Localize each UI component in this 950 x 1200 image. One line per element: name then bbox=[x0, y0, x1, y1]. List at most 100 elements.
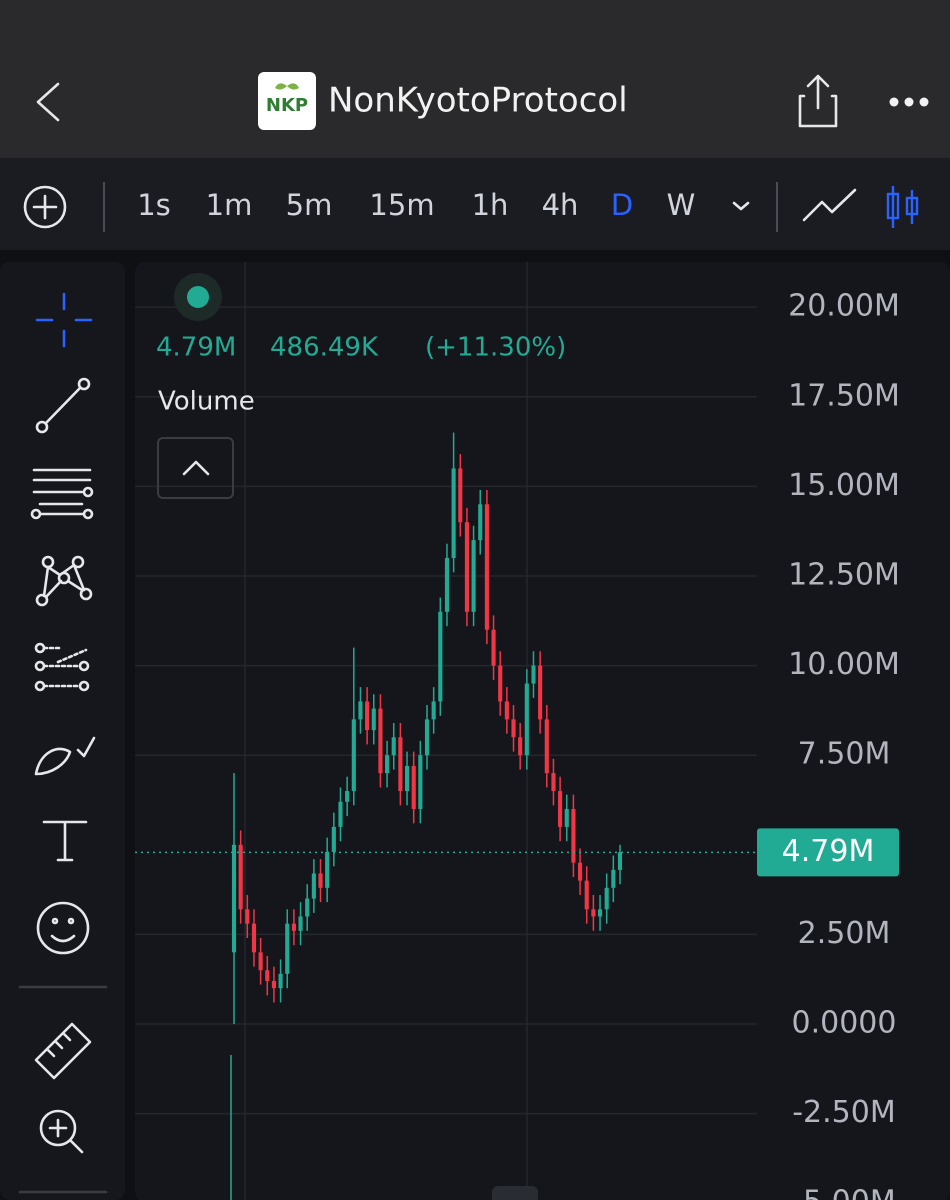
candle-body bbox=[251, 923, 257, 953]
candle-body bbox=[617, 852, 623, 870]
candle-body bbox=[444, 558, 450, 612]
timeframe[interactable]: D bbox=[611, 188, 633, 222]
toolbar bbox=[0, 158, 950, 250]
timeframe[interactable]: 15m bbox=[369, 188, 434, 222]
candle-body bbox=[518, 737, 523, 756]
candle-body bbox=[404, 765, 410, 792]
candle-body bbox=[298, 916, 303, 931]
timeframe[interactable]: 1h bbox=[472, 188, 509, 222]
candle-body bbox=[591, 909, 596, 917]
candle-body bbox=[331, 826, 336, 852]
candle-body bbox=[604, 887, 609, 910]
candle-body bbox=[464, 522, 469, 612]
tool-icons bbox=[18, 292, 108, 1194]
candle-body bbox=[358, 701, 363, 720]
candle-body bbox=[438, 611, 443, 702]
candle-body bbox=[305, 898, 310, 917]
drawing-tools bbox=[0, 262, 125, 1200]
status-dot bbox=[187, 286, 209, 308]
timeframe[interactable]: 1s bbox=[137, 188, 171, 222]
candle-body bbox=[245, 909, 250, 924]
candle-body bbox=[511, 719, 516, 738]
y-tick-label: 12.50M bbox=[788, 557, 900, 592]
y-tick-label: -5.00M bbox=[792, 1185, 896, 1200]
candle-body bbox=[484, 504, 489, 630]
collapse-icon bbox=[182, 460, 210, 476]
more-timeframes[interactable] bbox=[732, 201, 750, 211]
y-tick-label: 20.00M bbox=[788, 289, 900, 324]
crosshair-tool[interactable] bbox=[35, 292, 93, 348]
trendline-tool[interactable] bbox=[35, 377, 91, 434]
candle-body bbox=[231, 844, 237, 953]
candle-body bbox=[418, 755, 423, 809]
more-button[interactable] bbox=[889, 97, 929, 107]
projection-tool[interactable] bbox=[34, 642, 90, 692]
candle-body bbox=[498, 665, 503, 702]
candle-body bbox=[471, 540, 476, 612]
timeframe[interactable]: W bbox=[667, 188, 696, 222]
candle-body bbox=[318, 873, 323, 888]
fib-tool[interactable] bbox=[30, 468, 94, 520]
collapse-button[interactable] bbox=[157, 437, 234, 499]
emoji-tool[interactable] bbox=[36, 901, 90, 955]
candle-body bbox=[271, 981, 276, 989]
ruler-tool[interactable] bbox=[34, 1022, 92, 1080]
price-label-box bbox=[757, 828, 899, 877]
candle-chart-button[interactable] bbox=[886, 186, 919, 228]
timeframe[interactable]: 1m bbox=[206, 188, 253, 222]
timeframes: 1s 1m 5m 15m 1h 4h D W bbox=[137, 188, 695, 222]
legend-change: 486.49K bbox=[270, 333, 379, 363]
candle-body bbox=[431, 701, 436, 720]
candle-body bbox=[371, 708, 376, 731]
back-button[interactable] bbox=[36, 82, 60, 122]
candle-body bbox=[451, 468, 456, 559]
y-tick-label: 0.0000 bbox=[792, 1006, 897, 1041]
candle-body bbox=[544, 719, 549, 774]
y-axis: 20.00M 17.50M 15.00M 12.50M 10.00M 7.50M 2.50M… bbox=[757, 289, 900, 1200]
candle-body bbox=[311, 873, 316, 899]
candle-body bbox=[385, 755, 390, 774]
text-tool[interactable] bbox=[42, 820, 88, 862]
y-tick-label: -2.50M bbox=[792, 1095, 896, 1130]
candle-body bbox=[258, 952, 263, 971]
candle-body bbox=[584, 880, 589, 910]
add-button[interactable] bbox=[23, 185, 67, 229]
pattern-tool[interactable] bbox=[35, 555, 93, 607]
candle-body bbox=[291, 923, 296, 931]
timeframe[interactable]: 5m bbox=[286, 188, 333, 222]
price-label: 4.79M bbox=[782, 834, 875, 869]
logo-text: NKP bbox=[266, 95, 308, 116]
candle-body bbox=[285, 923, 290, 974]
candle-body bbox=[558, 791, 563, 827]
candle-body bbox=[365, 701, 370, 731]
candle-body bbox=[478, 504, 483, 541]
candle-body bbox=[538, 665, 543, 720]
candle-body bbox=[458, 468, 463, 523]
timeframe[interactable]: 4h bbox=[542, 188, 579, 222]
candle-body bbox=[378, 708, 383, 774]
candle-body bbox=[351, 719, 356, 792]
indicator-name: Volume bbox=[158, 387, 255, 417]
candle-body bbox=[597, 909, 603, 917]
share-button[interactable] bbox=[798, 74, 838, 128]
candle-body bbox=[238, 844, 243, 910]
candle-body bbox=[564, 808, 569, 827]
zoom-tool[interactable] bbox=[39, 1109, 84, 1154]
candles bbox=[135, 432, 757, 1025]
title: NonKyotoProtocol bbox=[328, 81, 628, 121]
candle-body bbox=[491, 629, 496, 666]
candle-body bbox=[551, 773, 556, 792]
scroll-handle[interactable] bbox=[492, 1186, 538, 1200]
candle-body bbox=[571, 808, 576, 863]
line-chart-button[interactable] bbox=[802, 188, 857, 222]
candle-body bbox=[391, 737, 396, 756]
y-tick-label: 17.50M bbox=[788, 378, 900, 413]
top-bar bbox=[0, 0, 950, 158]
candle-body bbox=[611, 869, 616, 888]
candle-body bbox=[338, 801, 343, 827]
logo bbox=[258, 72, 316, 130]
candle-body bbox=[504, 701, 509, 720]
brush-tool[interactable] bbox=[34, 736, 96, 776]
legend-value: 4.79M bbox=[156, 333, 236, 363]
